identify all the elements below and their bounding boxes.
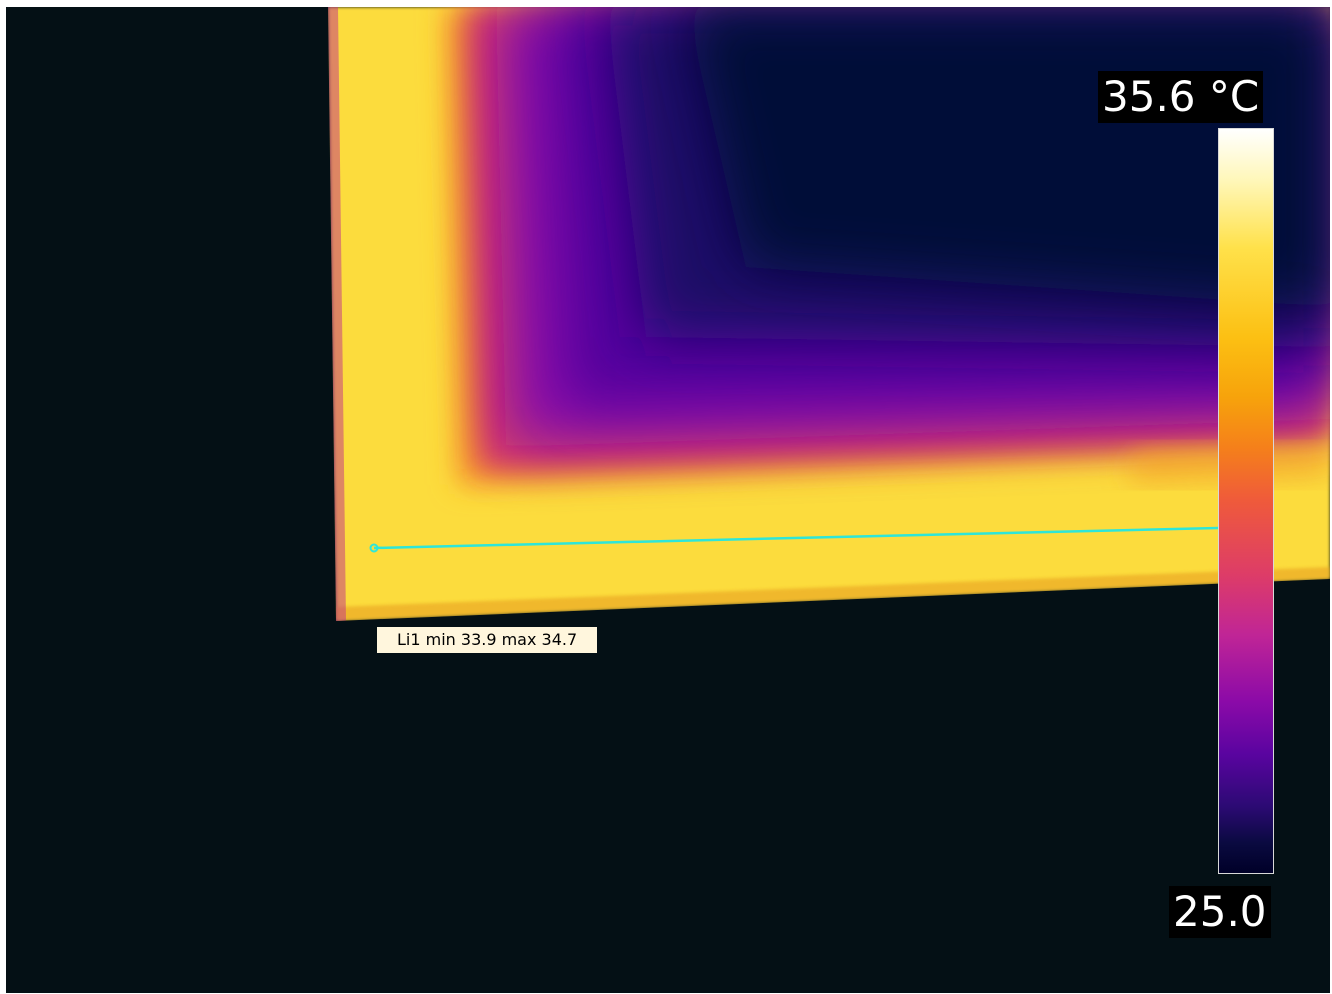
measurement-line[interactable]	[373, 526, 1219, 550]
scale-max-label: 35.6 °C	[1098, 71, 1264, 123]
measurement-line-label: Li1 min 33.9 max 34.7	[377, 627, 598, 653]
measurement-line-start-handle[interactable]	[369, 543, 379, 553]
scale-min-label: 25.0	[1169, 886, 1271, 938]
temperature-color-scale	[1218, 128, 1274, 874]
thermal-image-frame: 35.6 °C 25.0 Li1 min 33.9 max 34.7	[6, 7, 1330, 993]
thermal-image	[6, 7, 1330, 993]
